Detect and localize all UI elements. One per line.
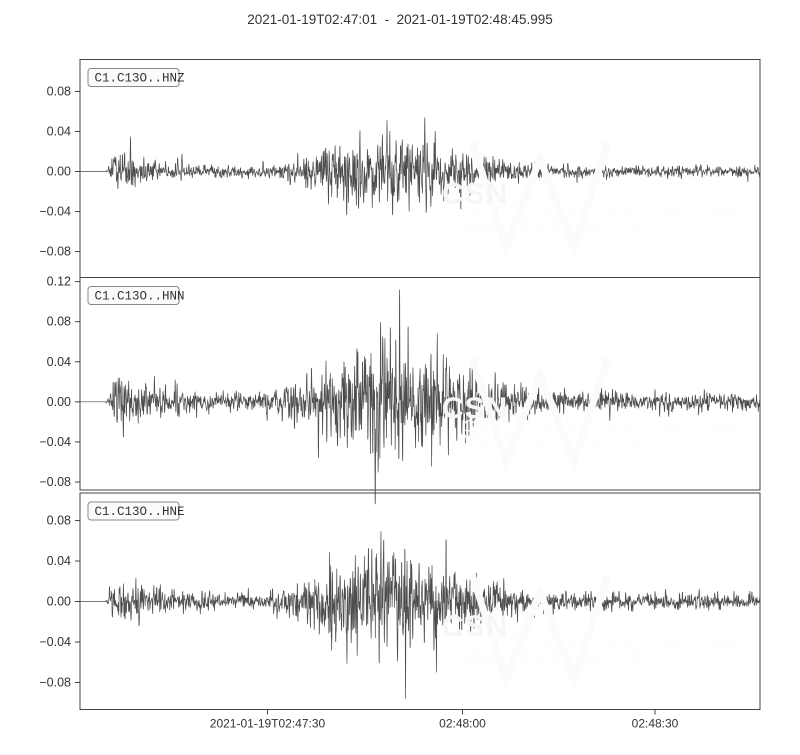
svg-text:0.00: 0.00 (47, 595, 71, 609)
svg-text:0.08: 0.08 (47, 514, 71, 528)
svg-text:C1.C13O..HNN: C1.C13O..HNN (95, 290, 185, 304)
svg-text:02:48:30: 02:48:30 (632, 717, 679, 731)
svg-text:−0.04: −0.04 (39, 435, 71, 449)
svg-text:0.04: 0.04 (47, 554, 71, 568)
svg-text:0.12: 0.12 (47, 275, 71, 289)
svg-text:0.00: 0.00 (47, 395, 71, 409)
svg-text:−0.08: −0.08 (39, 675, 71, 689)
svg-text:−0.08: −0.08 (39, 245, 71, 259)
svg-text:0.08: 0.08 (47, 315, 71, 329)
svg-text:0.04: 0.04 (47, 355, 71, 369)
svg-text:02:48:00: 02:48:00 (439, 717, 486, 731)
svg-text:UNIVERSIDAD DE CHILE: UNIVERSIDAD DE CHILE (462, 651, 656, 669)
svg-text:0.00: 0.00 (47, 165, 71, 179)
svg-text:UNIVERSIDAD DE CHILE: UNIVERSIDAD DE CHILE (462, 432, 656, 450)
svg-text:UNIVERSIDAD DE CHILE: UNIVERSIDAD DE CHILE (462, 219, 656, 237)
svg-text:C1.C13O..HNZ: C1.C13O..HNZ (95, 72, 186, 86)
svg-text:−0.08: −0.08 (39, 475, 71, 489)
svg-text:C1.C13O..HNE: C1.C13O..HNE (95, 505, 185, 519)
svg-text:0.08: 0.08 (47, 84, 71, 98)
svg-text:2021-01-19T02:47:30: 2021-01-19T02:47:30 (210, 717, 326, 731)
svg-text:0.04: 0.04 (47, 124, 71, 138)
svg-text:−0.04: −0.04 (39, 205, 71, 219)
svg-text:−0.04: −0.04 (39, 635, 71, 649)
